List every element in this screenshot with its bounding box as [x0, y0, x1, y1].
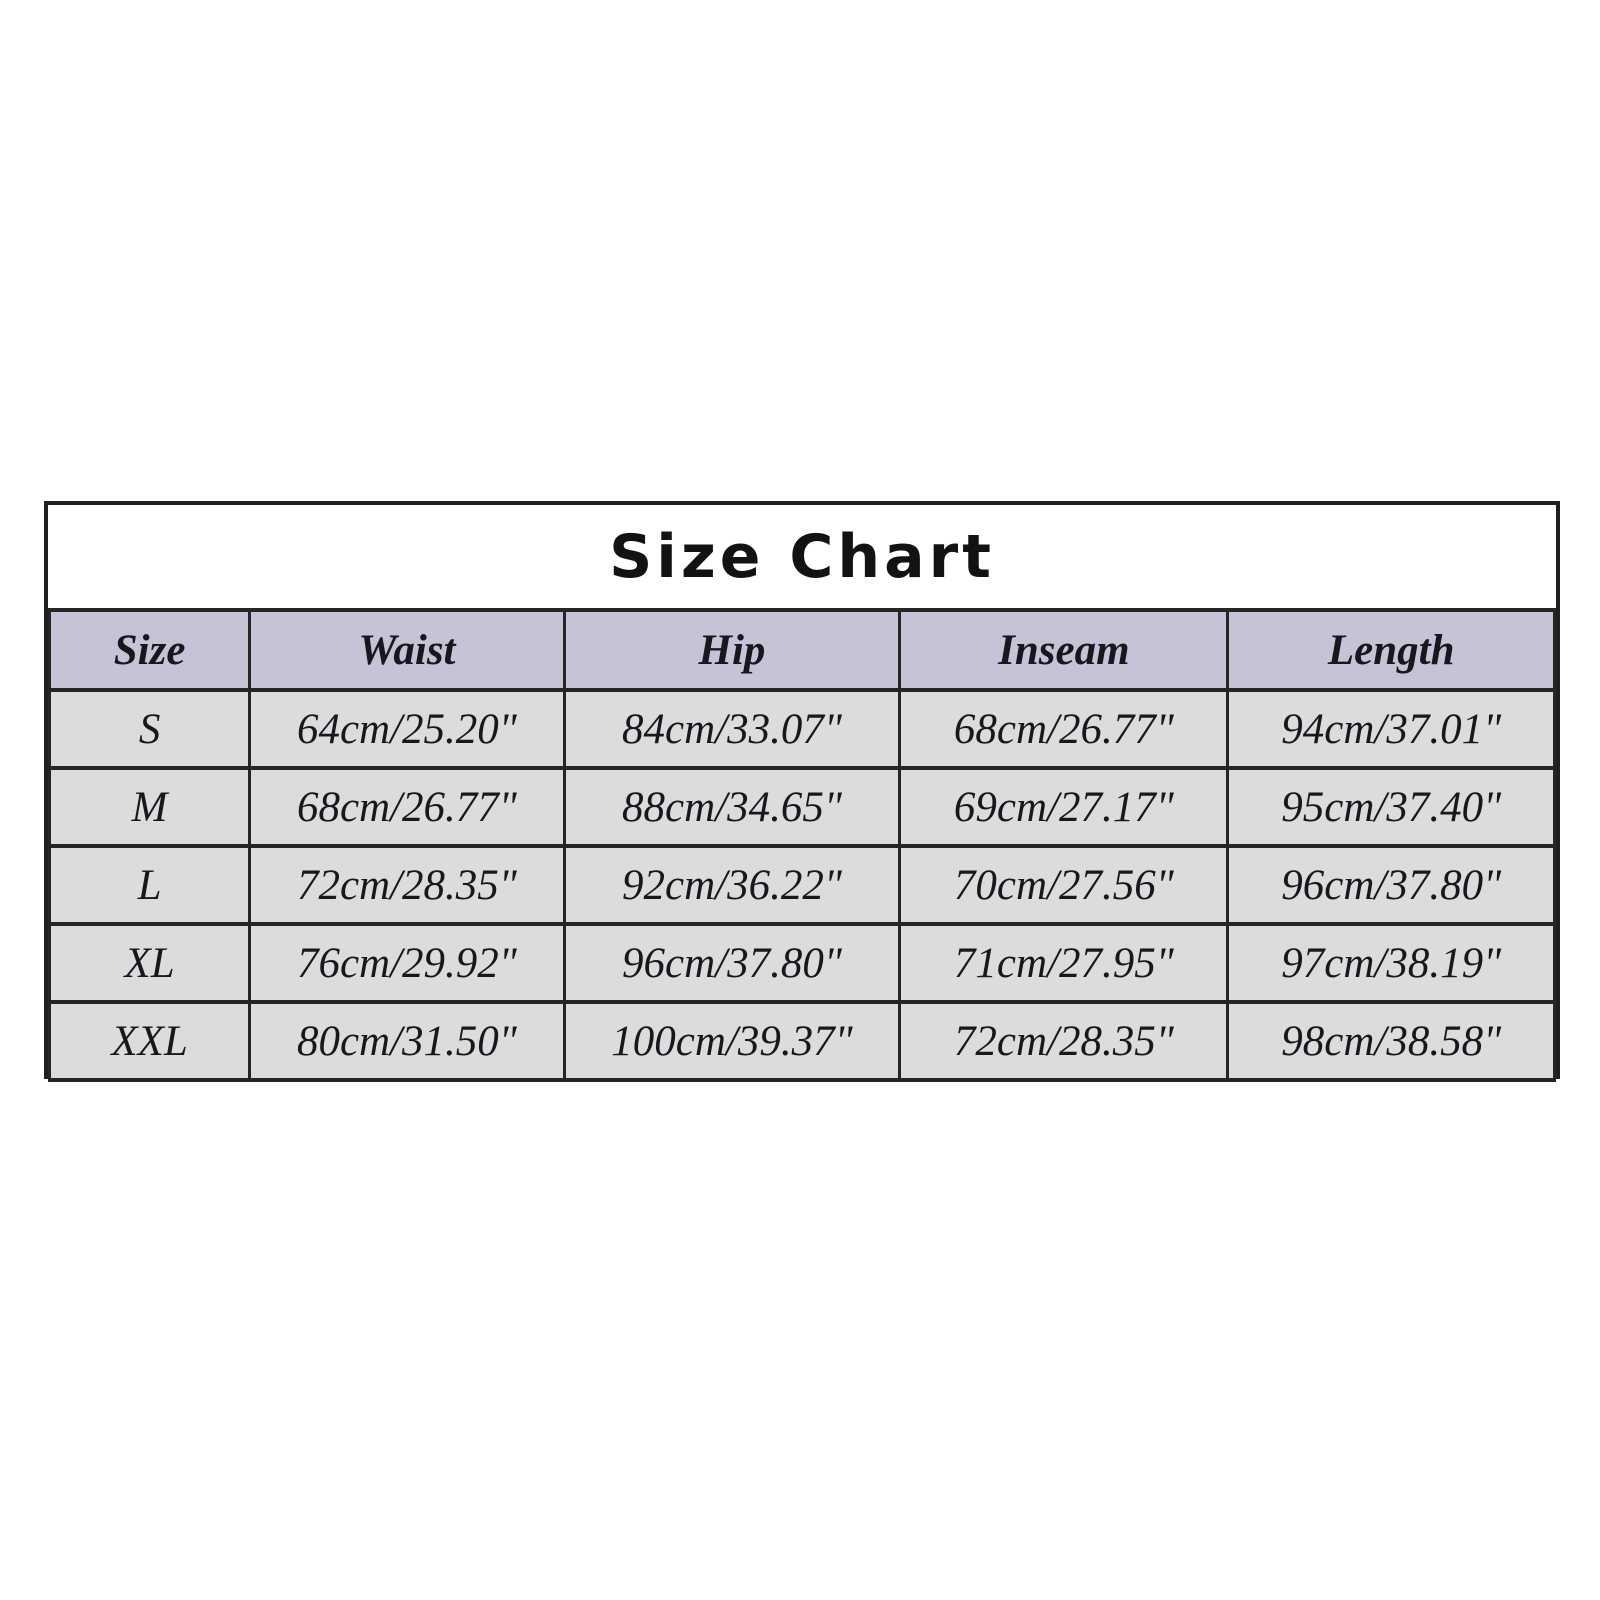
size-label: M [47, 766, 252, 848]
hip-value: 92cm/36.22" [562, 844, 902, 926]
inseam-value: 68cm/26.77" [898, 688, 1230, 770]
inseam-value: 72cm/28.35" [898, 1000, 1230, 1082]
size-label: S [47, 688, 252, 770]
size-table: Size Waist Hip Inseam Length S 64cm/25.2… [47, 608, 1556, 1082]
column-header-waist: Waist [248, 608, 566, 692]
waist-value: 68cm/26.77" [248, 766, 566, 848]
waist-value: 64cm/25.20" [248, 688, 566, 770]
length-value: 98cm/38.58" [1226, 1000, 1556, 1082]
waist-value: 80cm/31.50" [248, 1000, 566, 1082]
hip-value: 84cm/33.07" [562, 688, 902, 770]
size-label: XXL [47, 1000, 252, 1082]
hip-value: 96cm/37.80" [562, 922, 902, 1004]
length-value: 96cm/37.80" [1226, 844, 1556, 926]
table-row-l: L 72cm/28.35" 92cm/36.22" 70cm/27.56" 96… [47, 844, 1556, 926]
column-header-inseam: Inseam [898, 608, 1230, 692]
table-row-xxl: XXL 80cm/31.50" 100cm/39.37" 72cm/28.35"… [47, 1000, 1556, 1082]
size-label: XL [47, 922, 252, 1004]
length-value: 95cm/37.40" [1226, 766, 1556, 848]
table-row-xl: XL 76cm/29.92" 96cm/37.80" 71cm/27.95" 9… [47, 922, 1556, 1004]
inseam-value: 69cm/27.17" [898, 766, 1230, 848]
length-value: 97cm/38.19" [1226, 922, 1556, 1004]
hip-value: 100cm/39.37" [562, 1000, 902, 1082]
size-label: L [47, 844, 252, 926]
size-chart-panel: Size Chart Size Waist Hip Inseam Length … [44, 501, 1560, 1082]
page-title: Size Chart [48, 505, 1556, 608]
length-value: 94cm/37.01" [1226, 688, 1556, 770]
column-header-hip: Hip [562, 608, 902, 692]
column-header-size: Size [47, 608, 252, 692]
header-row: Size Waist Hip Inseam Length [47, 608, 1556, 692]
inseam-value: 70cm/27.56" [898, 844, 1230, 926]
table-row-m: M 68cm/26.77" 88cm/34.65" 69cm/27.17" 95… [47, 766, 1556, 848]
waist-value: 76cm/29.92" [248, 922, 566, 1004]
column-header-length: Length [1226, 608, 1556, 692]
hip-value: 88cm/34.65" [562, 766, 902, 848]
table-row-s: S 64cm/25.20" 84cm/33.07" 68cm/26.77" 94… [47, 688, 1556, 770]
waist-value: 72cm/28.35" [248, 844, 566, 926]
inseam-value: 71cm/27.95" [898, 922, 1230, 1004]
